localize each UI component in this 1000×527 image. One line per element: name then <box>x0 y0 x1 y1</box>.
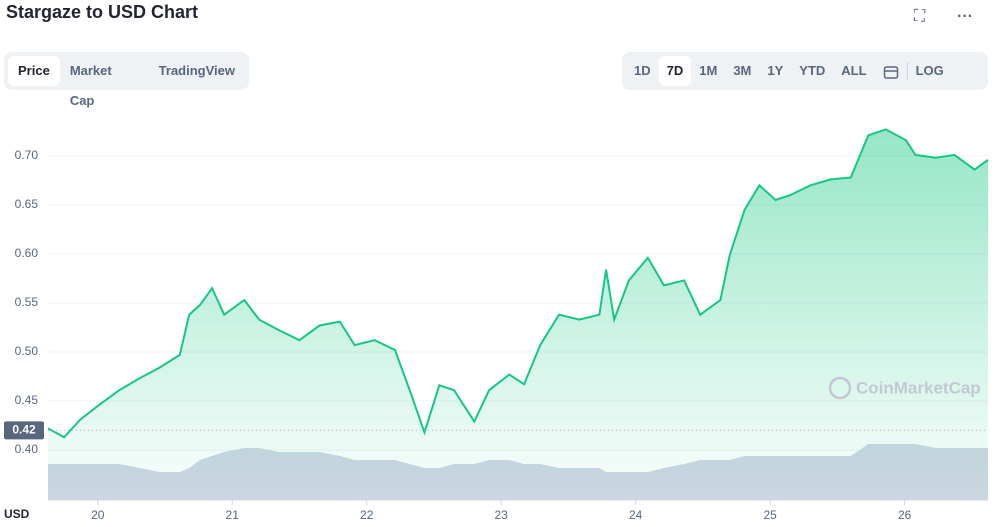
watermark: CoinMarketCap <box>856 378 981 397</box>
x-tick-label: 22 <box>360 508 374 522</box>
tab[interactable]: Market Cap <box>69 63 112 108</box>
range[interactable]: 1D <box>634 63 651 78</box>
range[interactable]: ALL <box>841 63 867 78</box>
current-price-badge <box>4 421 44 440</box>
x-tick-label: 25 <box>763 508 777 522</box>
y-tick-label: 0.60 <box>15 246 39 260</box>
current-price-label: 0.42 <box>12 423 36 437</box>
watermark-logo <box>828 376 852 400</box>
range[interactable]: 1M <box>699 63 718 78</box>
range[interactable]: 7D <box>658 56 692 86</box>
y-tick-label: 0.70 <box>15 148 39 162</box>
log-toggle[interactable]: LOG <box>915 63 944 78</box>
price-area <box>48 129 988 500</box>
x-tick-label: 23 <box>495 508 509 522</box>
x-tick-label: 26 <box>898 508 912 522</box>
fullscreen-icon[interactable]: ⛶ <box>914 8 926 25</box>
view-tabs: Price Market Cap TradingView <box>4 52 249 108</box>
range[interactable]: 1Y <box>767 63 784 78</box>
more-icon[interactable]: ··· <box>957 8 973 25</box>
y-tick-label: 0.45 <box>15 393 39 407</box>
y-tick-label: 0.40 <box>15 442 39 456</box>
y-tick-label: 0.65 <box>15 197 39 211</box>
range[interactable]: YTD <box>799 63 826 78</box>
calendar-icon[interactable] <box>875 56 907 86</box>
tab[interactable]: Price <box>8 56 60 86</box>
y-tick-label: 0.55 <box>15 295 39 309</box>
y-axis-label: USD <box>4 507 30 521</box>
tab[interactable]: TradingView <box>158 63 235 78</box>
x-tick-label: 24 <box>629 508 643 522</box>
chart-title: Stargaze to USD Chart <box>6 2 199 22</box>
x-tick-label: 21 <box>226 508 240 522</box>
range[interactable]: 3M <box>733 63 752 78</box>
x-tick-label: 20 <box>91 508 105 522</box>
price-line <box>47 128 989 439</box>
range-tabs: 1D 7D 1M 3M 1Y YTD ALL LOG <box>622 52 988 90</box>
y-tick-label: 0.50 <box>15 344 39 358</box>
